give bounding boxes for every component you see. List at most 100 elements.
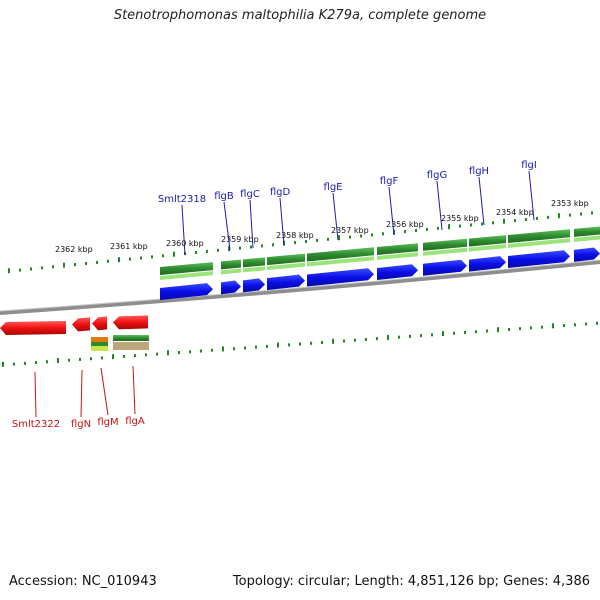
forward-cds-arrow[interactable]: [160, 283, 213, 300]
forward-label-leader: [436, 180, 443, 231]
forward-cds-arrow[interactable]: [469, 256, 506, 272]
inner-tick-track: [2, 321, 598, 367]
inner-tick: [134, 354, 136, 358]
forward-cds-arrow[interactable]: [243, 278, 265, 293]
forward-cds-arrow[interactable]: [377, 264, 418, 281]
reverse-label-leader: [100, 367, 109, 416]
forward-gene-sub-bar: [221, 268, 241, 275]
reverse-cds-arrow[interactable]: [92, 316, 107, 331]
forward-gene-bar[interactable]: [469, 235, 506, 247]
inner-tick: [475, 330, 477, 334]
forward-cds-arrow[interactable]: [307, 268, 374, 287]
inner-tick: [79, 357, 81, 361]
outer-tick: [426, 227, 428, 231]
reverse-cds-arrow[interactable]: [0, 321, 66, 335]
inner-tick: [387, 334, 389, 340]
tick-label: 2359 kbp: [221, 235, 259, 244]
inner-tick: [365, 337, 367, 341]
outer-tick: [52, 265, 54, 269]
forward-gene-bar[interactable]: [423, 238, 467, 251]
inner-tick: [354, 338, 356, 342]
forward-gene-label[interactable]: flgE: [324, 182, 343, 193]
outer-tick: [140, 256, 142, 260]
reverse-gene-label[interactable]: flgM: [97, 417, 118, 428]
forward-gene-bar[interactable]: [243, 257, 265, 268]
forward-label-leader: [279, 197, 285, 246]
forward-gene-sub-bar: [423, 247, 467, 256]
tick-label: 2355 kbp: [441, 214, 479, 223]
forward-gene-label[interactable]: flgD: [270, 187, 291, 198]
inner-tick: [508, 327, 510, 331]
outer-tick: [30, 267, 32, 271]
forward-cds-arrow[interactable]: [574, 247, 600, 262]
reverse-gene-label[interactable]: flgN: [71, 419, 91, 430]
forward-cds-arrow[interactable]: [267, 274, 305, 291]
forward-cds-arrow[interactable]: [221, 280, 241, 295]
forward-gene-label[interactable]: flgF: [380, 176, 399, 187]
inner-tick: [189, 350, 191, 354]
forward-cds-arrow[interactable]: [508, 250, 570, 268]
inner-tick: [420, 334, 422, 338]
inner-tick: [530, 326, 532, 330]
tick-label: 2357 kbp: [331, 226, 369, 235]
genome-backbone: [0, 260, 600, 315]
reverse-gene-bar[interactable]: [91, 337, 108, 342]
inner-tick: [288, 343, 290, 347]
outer-tick: [19, 268, 21, 272]
forward-label-leader: [528, 170, 535, 221]
forward-gene-bar[interactable]: [267, 253, 305, 266]
forward-cds-arrow[interactable]: [423, 259, 467, 276]
outer-tick: [173, 251, 175, 257]
genome-title: Stenotrophomonas maltophilia K279a, comp…: [113, 8, 487, 23]
forward-gene-sub-bar: [508, 238, 570, 248]
inner-tick: [35, 361, 37, 365]
forward-gene-sub-bar: [160, 271, 213, 280]
outer-tick: [459, 224, 461, 228]
tick-label: 2362 kbp: [55, 245, 93, 254]
inner-tick: [101, 356, 103, 360]
forward-gene-bar[interactable]: [377, 243, 418, 256]
outer-tick: [8, 268, 10, 274]
inner-tick: [563, 324, 565, 328]
outer-tick: [492, 221, 494, 225]
outer-tick: [294, 241, 296, 245]
outer-tick: [503, 218, 505, 224]
forward-gene-label[interactable]: flgB: [214, 191, 234, 202]
topology-summary: Topology: circular; Length: 4,851,126 bp…: [232, 574, 590, 589]
forward-gene-bar[interactable]: [508, 229, 570, 243]
forward-gene-label[interactable]: flgI: [521, 160, 537, 171]
inner-tick: [376, 337, 378, 341]
reverse-gene-label[interactable]: flgA: [125, 416, 145, 427]
outer-tick: [74, 263, 76, 267]
forward-gene-bar[interactable]: [574, 226, 600, 237]
outer-tick: [349, 235, 351, 239]
forward-gene-sub-bar: [469, 244, 506, 252]
forward-gene-label[interactable]: Smlt2318: [158, 194, 206, 205]
outer-tick: [195, 251, 197, 254]
outer-tick-track: [8, 211, 593, 274]
reverse-label-leader: [132, 365, 136, 415]
forward-gene-label[interactable]: flgG: [427, 170, 447, 181]
reverse-cds-arrow[interactable]: [113, 315, 148, 330]
forward-gene-label[interactable]: flgH: [469, 166, 489, 177]
outer-tick: [591, 211, 593, 215]
outer-tick: [107, 259, 109, 263]
reverse-cds-arrow[interactable]: [72, 317, 90, 332]
forward-gene-bar[interactable]: [160, 262, 213, 275]
inner-tick: [90, 357, 92, 361]
reverse-label-group: Smlt2322 flgN flgM flgA: [12, 365, 145, 430]
reverse-gene-bar[interactable]: [91, 342, 108, 346]
outer-tick: [162, 254, 164, 258]
reverse-gene-label[interactable]: Smlt2322: [12, 419, 60, 430]
forward-gene-bar[interactable]: [221, 259, 241, 270]
forward-gene-bar[interactable]: [307, 247, 374, 262]
forward-label-leader: [249, 199, 254, 249]
reverse-gene-bar[interactable]: [113, 335, 149, 341]
outer-tick: [305, 240, 307, 243]
forward-gene-label[interactable]: flgC: [240, 189, 260, 200]
outer-tick: [228, 246, 230, 252]
inner-tick: [552, 323, 554, 329]
inner-tick: [574, 323, 576, 327]
outer-tick: [481, 222, 483, 226]
inner-tick: [332, 338, 334, 344]
